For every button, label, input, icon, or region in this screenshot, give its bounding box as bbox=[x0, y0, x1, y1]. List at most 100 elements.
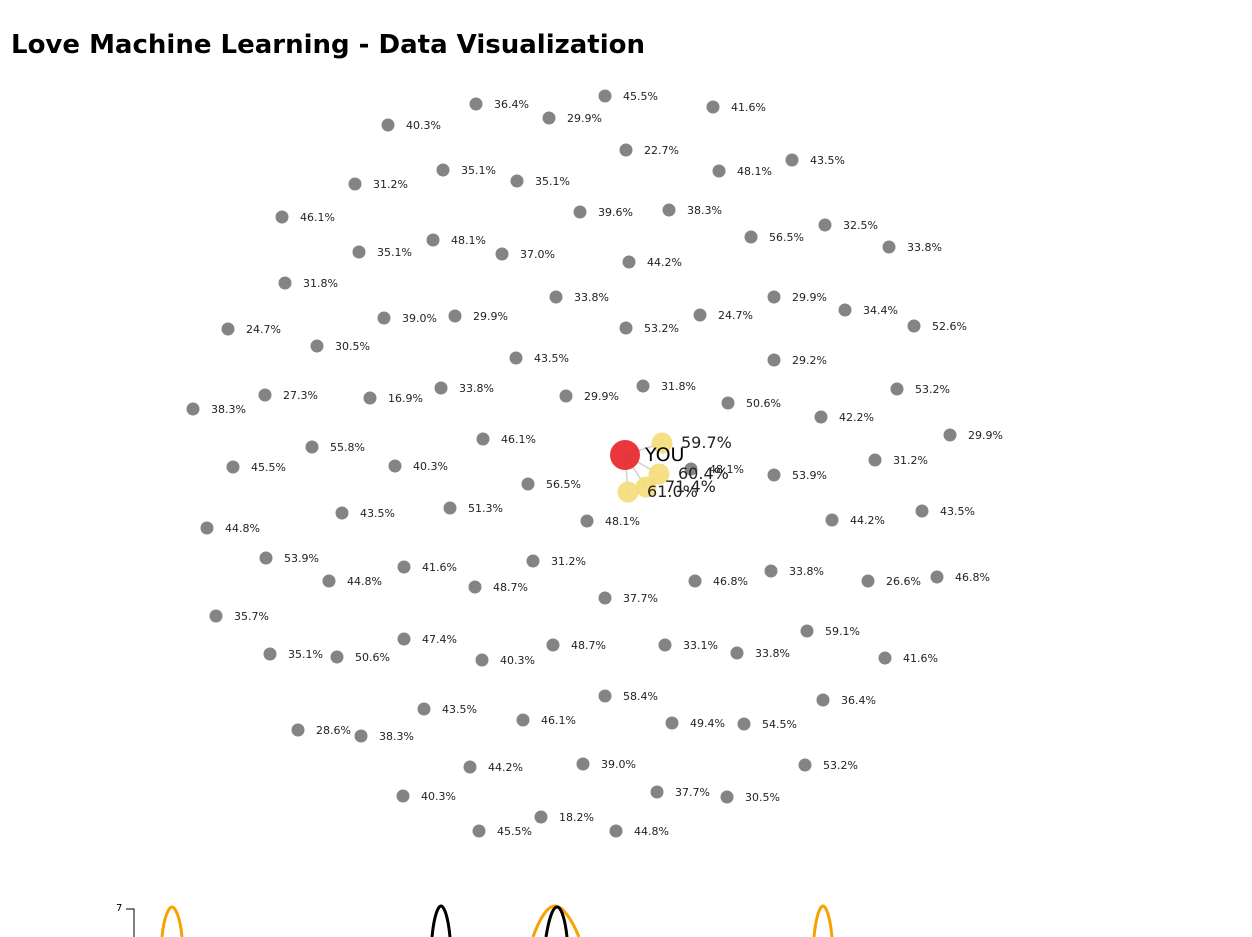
data-label: 44.2% bbox=[850, 514, 885, 527]
data-point bbox=[322, 574, 336, 588]
data-label: 48.7% bbox=[571, 639, 606, 652]
data-point bbox=[609, 824, 623, 838]
data-point bbox=[330, 650, 344, 664]
data-label: 33.1% bbox=[683, 639, 718, 652]
data-point bbox=[542, 111, 556, 125]
data-point bbox=[573, 205, 587, 219]
gold-curve-3 bbox=[812, 904, 834, 937]
data-label: 52.6% bbox=[932, 320, 967, 333]
match-point bbox=[651, 432, 673, 454]
data-point bbox=[619, 321, 633, 335]
data-label: 45.5% bbox=[497, 825, 532, 838]
data-label: 33.8% bbox=[755, 647, 790, 660]
match-label: 71.4% bbox=[665, 477, 716, 496]
data-label: 35.1% bbox=[461, 164, 496, 177]
data-label: 16.9% bbox=[388, 392, 423, 405]
data-point bbox=[721, 396, 735, 410]
data-label: 55.8% bbox=[330, 441, 365, 454]
data-label: 43.5% bbox=[810, 154, 845, 167]
data-label: 44.8% bbox=[347, 575, 382, 588]
data-point bbox=[767, 353, 781, 367]
data-label: 30.5% bbox=[335, 340, 370, 353]
data-point bbox=[576, 757, 590, 771]
you-point bbox=[610, 440, 640, 470]
data-point bbox=[275, 210, 289, 224]
data-label: 35.1% bbox=[377, 246, 412, 259]
data-point bbox=[417, 702, 431, 716]
highlights-layer: 59.7% 60.4%71.4%61.0% bbox=[617, 432, 732, 503]
axis-bracket bbox=[126, 908, 135, 937]
bottom-density-strip: 7 bbox=[116, 903, 834, 937]
data-point bbox=[549, 290, 563, 304]
data-point bbox=[622, 255, 636, 269]
data-label: 35.1% bbox=[535, 175, 570, 188]
data-point bbox=[258, 388, 272, 402]
data-label: 40.3% bbox=[500, 654, 535, 667]
data-label: 53.2% bbox=[644, 322, 679, 335]
data-label: 54.5% bbox=[762, 718, 797, 731]
data-label: 33.8% bbox=[574, 291, 609, 304]
data-label: 47.4% bbox=[422, 633, 457, 646]
data-label: 46.1% bbox=[300, 211, 335, 224]
data-label: 39.6% bbox=[598, 206, 633, 219]
data-label: 33.8% bbox=[789, 565, 824, 578]
data-label: 43.5% bbox=[940, 505, 975, 518]
data-label: 43.5% bbox=[360, 507, 395, 520]
match-point bbox=[635, 476, 657, 498]
data-label: 56.5% bbox=[769, 231, 804, 244]
data-point bbox=[381, 118, 395, 132]
data-label: 31.2% bbox=[893, 454, 928, 467]
data-point bbox=[534, 810, 548, 824]
data-point bbox=[559, 389, 573, 403]
data-label: 24.7% bbox=[246, 323, 281, 336]
data-point bbox=[259, 551, 273, 565]
data-point bbox=[882, 240, 896, 254]
data-label: 37.7% bbox=[623, 592, 658, 605]
data-label: 46.8% bbox=[955, 571, 990, 584]
data-label: 44.2% bbox=[488, 761, 523, 774]
data-label: 56.5% bbox=[546, 478, 581, 491]
data-label: 32.5% bbox=[843, 219, 878, 232]
data-point bbox=[665, 716, 679, 730]
data-point bbox=[221, 322, 235, 336]
data-label: 46.1% bbox=[501, 433, 536, 446]
data-point bbox=[278, 276, 292, 290]
match-label: 61.0% bbox=[647, 482, 698, 501]
data-label: 46.8% bbox=[713, 575, 748, 588]
data-label: 31.8% bbox=[303, 277, 338, 290]
data-point bbox=[352, 245, 366, 259]
data-point bbox=[209, 609, 223, 623]
data-point bbox=[818, 218, 832, 232]
data-point bbox=[662, 203, 676, 217]
data-point bbox=[744, 230, 758, 244]
data-label: 38.3% bbox=[687, 204, 722, 217]
data-point bbox=[598, 689, 612, 703]
data-point bbox=[650, 785, 664, 799]
data-label: 33.8% bbox=[907, 241, 942, 254]
data-point bbox=[868, 453, 882, 467]
data-point bbox=[800, 624, 814, 638]
data-label: 48.7% bbox=[493, 581, 528, 594]
data-point bbox=[354, 729, 368, 743]
page-title: Love Machine Learning - Data Visualizati… bbox=[11, 30, 645, 60]
data-label: 43.5% bbox=[442, 703, 477, 716]
data-label: 28.6% bbox=[316, 724, 351, 737]
data-point bbox=[720, 790, 734, 804]
data-label: 58.4% bbox=[623, 690, 658, 703]
data-point bbox=[305, 440, 319, 454]
data-point bbox=[816, 693, 830, 707]
data-point bbox=[436, 163, 450, 177]
data-label: 29.9% bbox=[567, 112, 602, 125]
data-label: 36.4% bbox=[494, 98, 529, 111]
data-point bbox=[814, 410, 828, 424]
black-curve-1 bbox=[430, 904, 452, 937]
data-point bbox=[907, 319, 921, 333]
data-point bbox=[263, 647, 277, 661]
data-label: 41.6% bbox=[422, 561, 457, 574]
data-point bbox=[598, 591, 612, 605]
data-point bbox=[443, 501, 457, 515]
data-point bbox=[388, 459, 402, 473]
data-label: 42.2% bbox=[839, 411, 874, 424]
data-label: 46.1% bbox=[541, 714, 576, 727]
data-point bbox=[861, 574, 875, 588]
